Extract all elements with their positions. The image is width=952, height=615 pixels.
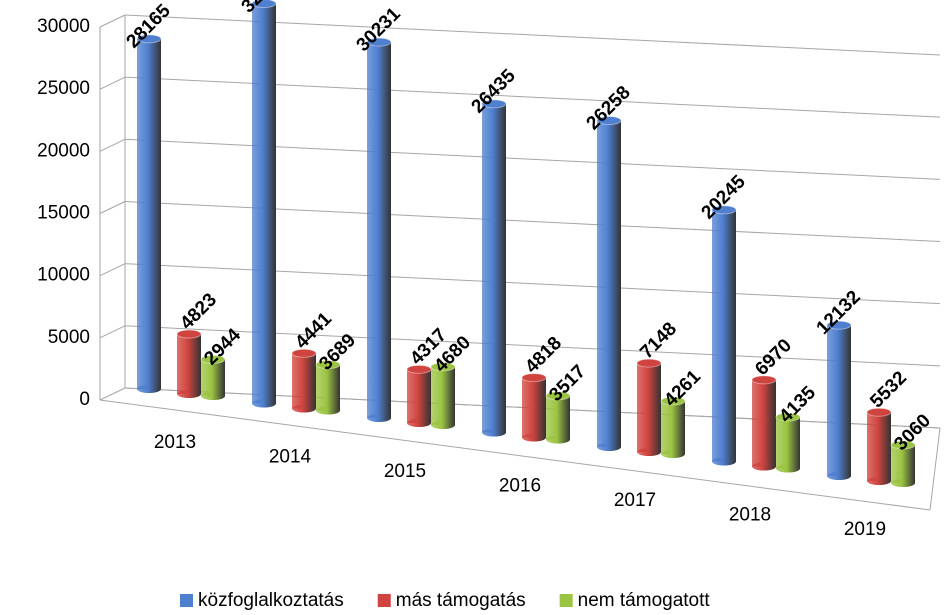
y-tick-label: 5000: [48, 327, 90, 348]
legend-swatch: [180, 594, 193, 607]
tick-mark: [99, 76, 126, 90]
bar-top: [636, 358, 662, 368]
bar: [482, 103, 506, 433]
bar-top: [660, 396, 686, 406]
bar: [407, 369, 431, 423]
bar-top: [775, 412, 801, 422]
bar: [252, 3, 276, 404]
bar: [367, 42, 391, 418]
bar: [597, 120, 621, 447]
bar-top: [751, 375, 777, 385]
x-tick-label: 2015: [384, 461, 426, 482]
bar: [316, 364, 340, 411]
x-tick-label: 2013: [154, 432, 196, 453]
grid-line: [124, 14, 941, 56]
bar: [712, 209, 736, 462]
bar-top: [366, 37, 392, 47]
bar: [637, 363, 661, 452]
bar: [827, 325, 851, 476]
bar-top: [430, 362, 456, 372]
y-tick-label: 25000: [37, 78, 90, 99]
bar: [546, 395, 570, 440]
bar: [431, 366, 455, 425]
legend-label: nem támogatott: [578, 590, 711, 611]
tick-mark: [99, 138, 126, 152]
value-label: 6970: [751, 335, 796, 380]
x-tick-label: 2014: [269, 447, 312, 468]
x-tick-label: 2018: [729, 505, 771, 526]
legend-label: más támogatás: [396, 590, 526, 611]
bar-top: [866, 407, 892, 417]
tick-mark: [99, 387, 126, 401]
bar-top: [521, 373, 547, 383]
tick-mark: [99, 201, 126, 214]
bar-top: [251, 0, 277, 9]
grid-line: [124, 138, 941, 180]
bar-top: [711, 205, 737, 215]
grid-line: [124, 76, 941, 118]
bar-top: [200, 354, 226, 364]
floor-right: [929, 427, 941, 511]
bar: [522, 377, 546, 438]
y-tick-label: 20000: [37, 140, 90, 161]
legend-swatch: [559, 594, 573, 607]
bar: [752, 379, 776, 467]
y-tick-label: 10000: [37, 265, 90, 286]
bar-top: [481, 99, 507, 109]
bar-top: [176, 329, 202, 339]
x-tick-label: 2019: [844, 519, 886, 540]
bar: [776, 417, 800, 469]
value-label: 7148: [636, 318, 681, 363]
value-label: 4823: [176, 289, 221, 334]
bar-top: [315, 360, 341, 370]
bar: [891, 444, 915, 483]
y-tick-label: 0: [79, 389, 90, 410]
grid-line: [124, 201, 941, 242]
tick-mark: [99, 263, 126, 277]
bar-top: [596, 116, 622, 126]
bar: [201, 359, 225, 396]
value-label: 4818: [521, 333, 566, 378]
bar: [137, 38, 161, 390]
tick-mark: [99, 14, 126, 28]
bar-top: [545, 391, 571, 401]
floor-front: [99, 399, 931, 511]
bar: [177, 334, 201, 394]
value-label: 5532: [866, 368, 911, 413]
bar: [867, 412, 891, 481]
bar: [292, 353, 316, 409]
legend-swatch: [377, 594, 391, 607]
grid-line: [124, 263, 941, 305]
y-tick-label: 30000: [37, 16, 90, 37]
bar-top: [136, 34, 162, 44]
legend-label: közfoglalkoztatás: [198, 590, 344, 611]
bar-top: [890, 440, 916, 450]
bar-top: [291, 348, 317, 358]
bar: [661, 401, 685, 454]
bar-top: [826, 320, 852, 330]
y-tick-label: 15000: [37, 203, 90, 224]
tick-mark: [99, 325, 126, 339]
x-tick-label: 2016: [499, 476, 541, 497]
x-tick-label: 2017: [614, 490, 656, 511]
